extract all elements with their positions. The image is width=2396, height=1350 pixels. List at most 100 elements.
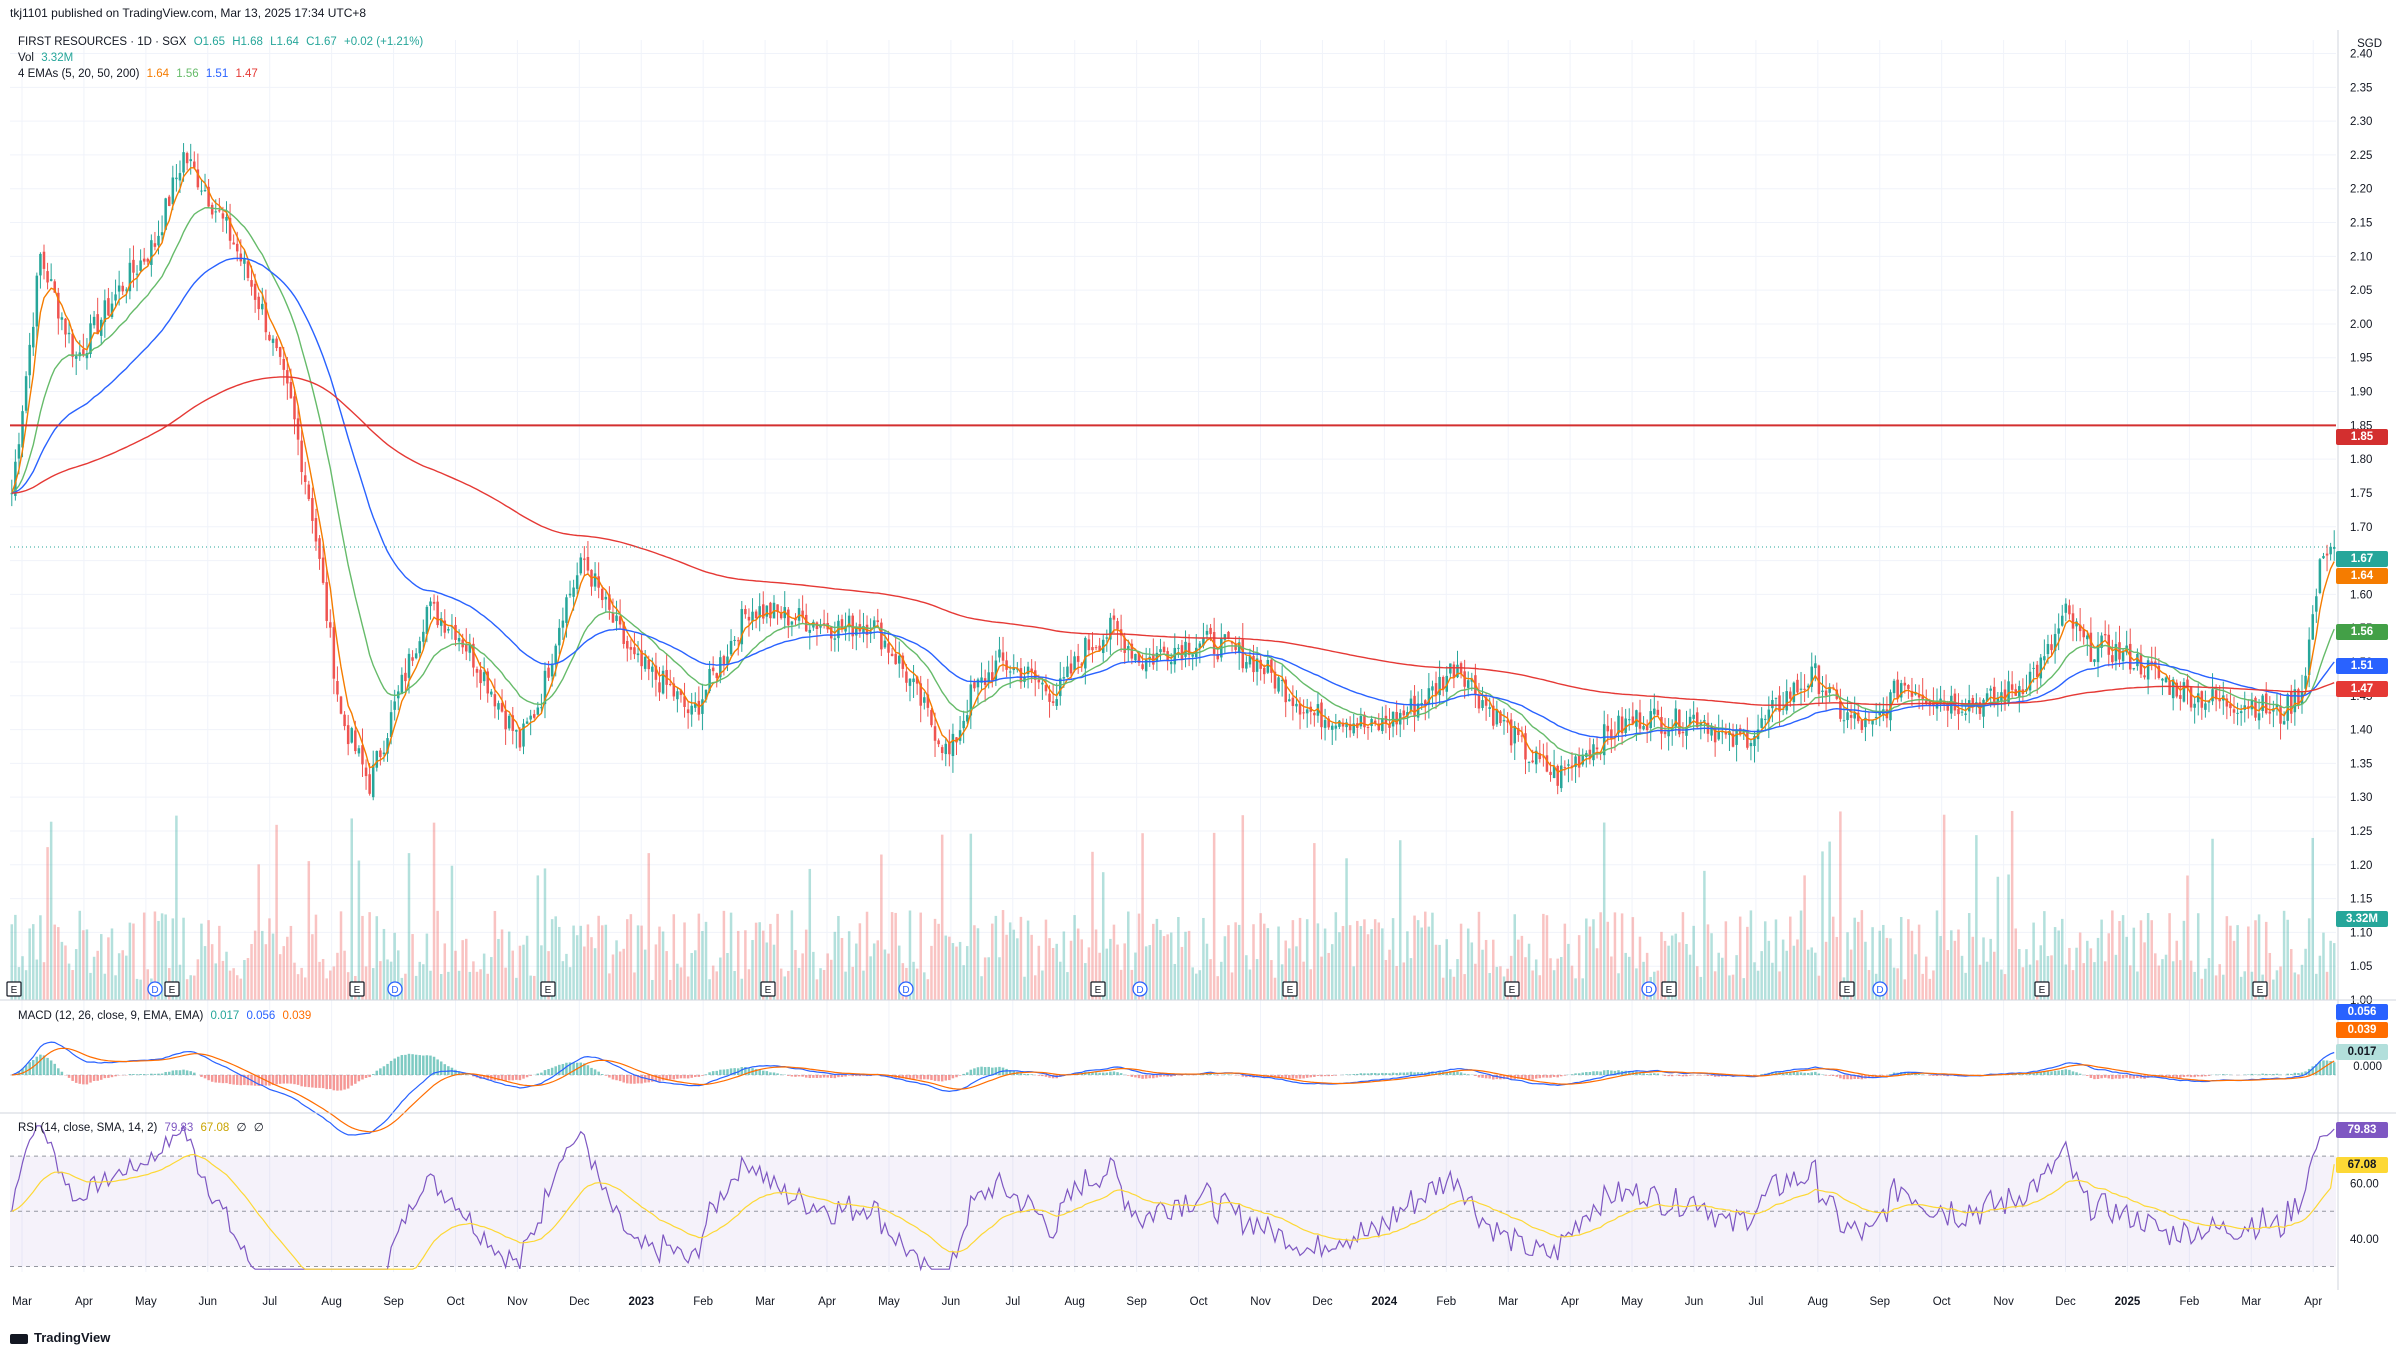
volume-bar <box>447 971 450 1000</box>
candle-body <box>289 382 293 399</box>
volume-bar <box>1055 943 1058 1000</box>
macd-pane <box>10 1041 2336 1136</box>
candle-body <box>2103 634 2107 636</box>
macd-hist-bar <box>1030 1074 1033 1075</box>
candle-body <box>1731 733 1735 747</box>
candle-body <box>1424 700 1427 706</box>
dividend-marker-icon: D <box>147 981 163 997</box>
macd-hist-bar <box>261 1075 264 1086</box>
x-tick-label: Sep <box>383 1296 403 1308</box>
macd-hist-bar <box>572 1062 575 1075</box>
volume-bar <box>1967 913 1971 1000</box>
y-tick-label: 1.30 <box>2350 792 2372 804</box>
candle-body <box>615 615 618 622</box>
candle-body <box>439 618 443 626</box>
candle-body <box>2010 684 2014 690</box>
candle-body <box>2032 667 2035 669</box>
macd-hist-bar <box>225 1075 228 1084</box>
volume-bar <box>2039 945 2043 1000</box>
candle-body <box>2218 698 2221 702</box>
volume-bar <box>790 910 794 1000</box>
x-tick-label: Dec <box>569 1296 590 1308</box>
volume-bar <box>1899 917 1903 1000</box>
macd-hist-bar <box>568 1062 572 1075</box>
volume-bar <box>321 958 325 1000</box>
candle-body <box>1946 705 1949 711</box>
volume-bar <box>1252 924 1255 1000</box>
macd-hist-bar <box>586 1065 590 1075</box>
rsi-legend: RSI (14, close, SMA, 14, 2) 79.83 67.08 … <box>18 1120 264 1136</box>
publish-credit: tkj1101 published on TradingView.com, Ma… <box>10 6 367 20</box>
volume-bar <box>203 946 207 1000</box>
candle-body <box>1703 720 1706 722</box>
macd-hist-bar <box>1320 1075 1323 1077</box>
macd-hist-bar <box>615 1075 618 1081</box>
candle-body <box>1932 702 1935 706</box>
y-tick-label: 1.10 <box>2350 927 2372 939</box>
macd-hist-bar <box>1155 1075 1159 1078</box>
volume-bar <box>1710 933 1713 1000</box>
volume-bar <box>1556 958 1559 1000</box>
macd-hist-bar <box>908 1075 912 1080</box>
candle-body <box>561 620 565 628</box>
macd-hist-bar <box>368 1075 371 1078</box>
volume-bar <box>1517 939 1520 1000</box>
candle-body <box>203 190 207 192</box>
tradingview-logo[interactable]: TradingView <box>10 1330 110 1345</box>
volume-bar <box>96 950 99 1000</box>
candle-body <box>2186 679 2189 688</box>
ema-20-line <box>11 206 2335 757</box>
macd-hist-bar <box>729 1068 733 1075</box>
candle-body <box>210 204 214 215</box>
volume-bar <box>1713 971 1717 1000</box>
candle-body <box>1359 715 1363 727</box>
candle-body <box>880 622 883 650</box>
x-tick-label: Jul <box>1749 1296 1764 1308</box>
volume-bar <box>1853 917 1856 1000</box>
macd-hist-bar <box>1019 1073 1023 1075</box>
candle-body <box>1134 653 1137 661</box>
macd-hist-bar <box>1370 1072 1373 1075</box>
candle-body <box>754 611 758 619</box>
candle-body <box>2282 721 2286 725</box>
macd-hist-bar <box>175 1070 178 1075</box>
candle-body <box>1137 653 1141 663</box>
candle-body <box>1116 621 1119 630</box>
volume-bar <box>690 953 693 1000</box>
candle-body <box>1631 716 1635 724</box>
candle-body <box>1073 656 1076 671</box>
macd-hist-bar <box>658 1075 661 1082</box>
candle-body <box>235 243 239 252</box>
candle-body <box>1037 679 1041 683</box>
candle-body <box>1477 695 1481 709</box>
volume-bar <box>178 964 182 1000</box>
macd-hist-bar <box>2035 1073 2039 1075</box>
volume-bar <box>382 928 386 1000</box>
volume-bar <box>2247 926 2250 1000</box>
macd-hist-bar <box>2164 1075 2168 1078</box>
candle-body <box>2236 712 2239 714</box>
candle-body <box>1821 690 1824 692</box>
macd-hist-bar <box>955 1075 958 1078</box>
x-tick-label: Mar <box>1498 1296 1518 1308</box>
volume-bar <box>998 957 1001 1000</box>
macd-hist-bar <box>622 1075 625 1083</box>
volume-bar <box>600 925 604 1000</box>
volume-bar <box>1781 939 1785 1000</box>
candle-body <box>1595 747 1599 750</box>
macd-hist-bar <box>983 1067 987 1075</box>
candle-body <box>1842 720 1846 722</box>
candle-body <box>1524 733 1527 760</box>
candle-body <box>1338 720 1341 727</box>
volume-bar <box>2229 925 2232 1000</box>
ema50-tag: 1.51 <box>2336 658 2388 674</box>
candle-body <box>1005 660 1008 670</box>
macd-hist-bar <box>626 1075 629 1084</box>
event-marker-label: D <box>151 985 158 996</box>
macd-hist-bar <box>697 1075 701 1077</box>
volume-bar <box>39 915 42 1000</box>
macd-hist-bar <box>937 1075 940 1082</box>
candle-body <box>2057 628 2060 634</box>
volume-bar <box>89 972 92 1000</box>
